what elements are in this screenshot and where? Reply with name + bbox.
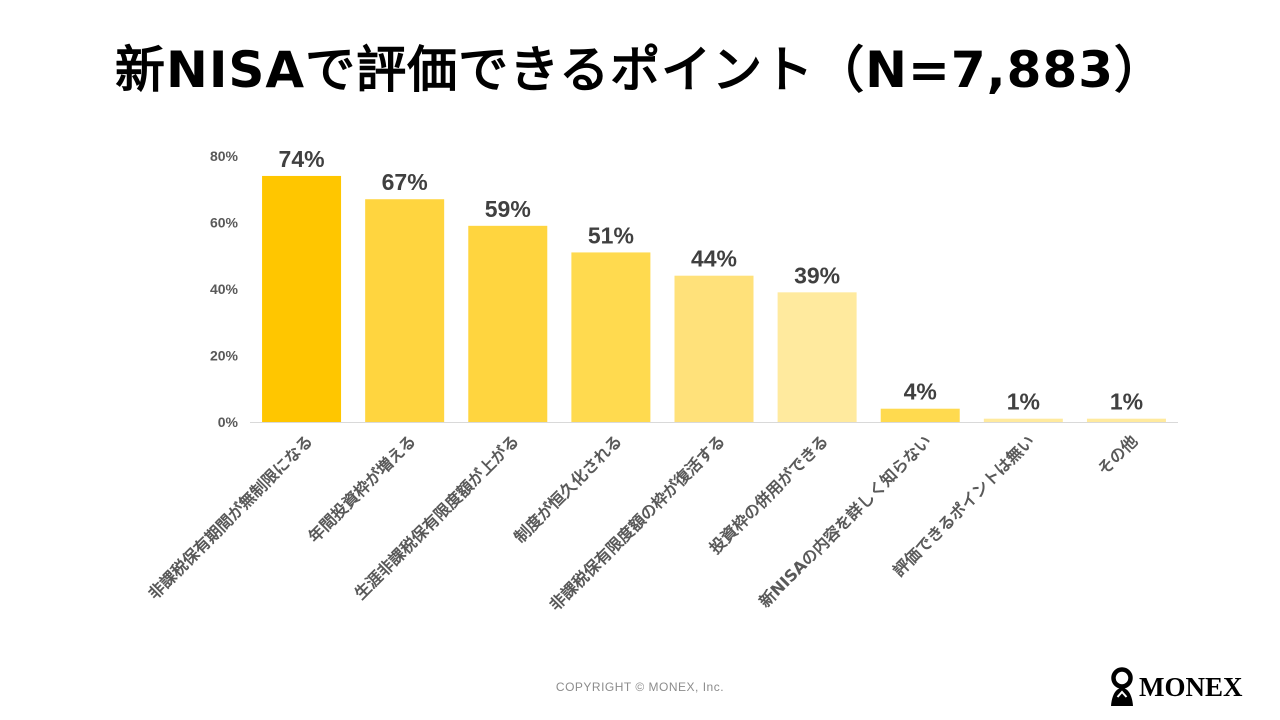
bar [365, 199, 445, 422]
x-tick-label: 生涯非課税保有限度額が上がる [351, 431, 523, 603]
data-labels: 74% 67% 59% 51% 44% 39% 4% 1% 1% [279, 146, 1144, 415]
x-tick-label: 非課税保有期間が無制限になる [145, 431, 317, 603]
bar [468, 225, 548, 422]
x-tick-label: 年間投資枠が増える [305, 431, 420, 546]
x-axis-labels: 非課税保有期間が無制限になる年間投資枠が増える生涯非課税保有限度額が上がる制度が… [145, 431, 1142, 614]
data-label: 4% [904, 379, 937, 405]
copyright-notice: COPYRIGHT © MONEX, Inc. [555, 680, 725, 694]
x-tick-label: 制度が恒久化される [510, 431, 625, 546]
monex-logo: MONEX [1108, 666, 1243, 708]
y-tick-label: 40% [210, 281, 239, 297]
monex-logo-icon [1111, 667, 1133, 706]
data-label: 1% [1007, 389, 1040, 415]
bar [571, 252, 651, 422]
x-tick-label: その他 [1094, 431, 1141, 478]
y-tick-label: 80% [210, 148, 239, 164]
bar [983, 418, 1063, 422]
data-label: 39% [794, 262, 840, 288]
page-title: 新NISAで評価できるポイント（N=7,883） [114, 41, 1166, 99]
data-label: 44% [691, 246, 737, 272]
data-label: 59% [485, 196, 531, 222]
y-tick-label: 60% [210, 215, 239, 231]
bar [262, 175, 342, 422]
x-tick-label: 新NISAの内容を詳しく知らない [755, 431, 935, 611]
data-label: 1% [1110, 389, 1143, 415]
bar [880, 408, 960, 422]
y-axis-ticks: 0% 20% 40% 60% 80% [210, 148, 239, 430]
bar [674, 275, 754, 422]
y-tick-label: 20% [210, 348, 239, 364]
x-tick-label: 非課税保有限度額の枠が復活する [546, 431, 729, 614]
logo-text: MONEX [1139, 671, 1243, 702]
data-label: 74% [279, 146, 325, 172]
data-label: 51% [588, 222, 634, 248]
data-label: 67% [382, 169, 428, 195]
bar-series [262, 175, 1166, 422]
bar [1086, 418, 1166, 422]
y-tick-label: 0% [218, 414, 239, 430]
bar [777, 292, 857, 422]
